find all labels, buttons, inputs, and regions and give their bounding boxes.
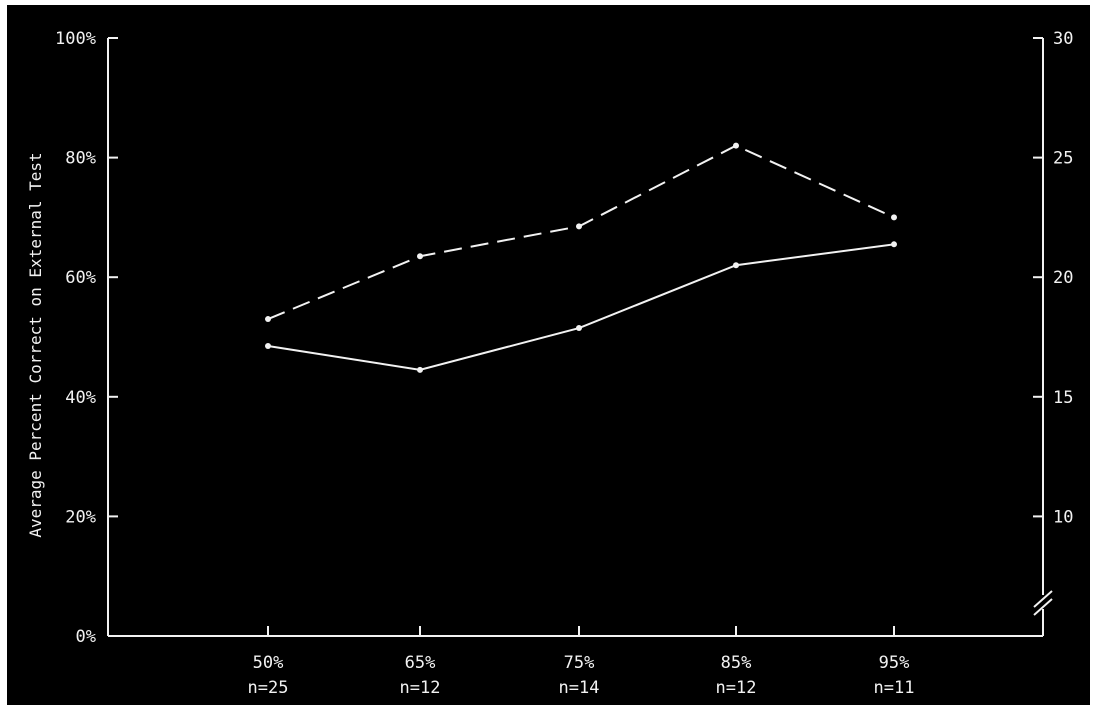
y2-tick-label: 30	[1053, 29, 1073, 49]
data-point	[891, 241, 897, 248]
data-point	[733, 142, 739, 149]
y-tick-label: 100%	[55, 29, 96, 49]
x-tick-label: 50%	[253, 653, 284, 673]
y2-tick-label: 10	[1053, 507, 1073, 527]
data-point	[265, 316, 271, 323]
line-chart: Average Percent Correct on External Test…	[26, 29, 1073, 698]
x-tick-label: 85%	[721, 653, 752, 673]
y-tick-label: 60%	[65, 268, 96, 288]
axis-break-mark	[1033, 598, 1053, 616]
y2-tick-label: 15	[1053, 388, 1073, 408]
axis-break-mark	[1033, 590, 1053, 608]
y-tick-label: 20%	[65, 507, 96, 527]
y-axis-label: Average Percent Correct on External Test	[26, 152, 45, 537]
x-tick-count-label: n=14	[559, 678, 600, 698]
data-point	[576, 325, 582, 332]
y2-tick-label: 25	[1053, 149, 1073, 169]
y-tick-label: 0%	[76, 627, 96, 647]
data-point	[265, 342, 271, 349]
data-point	[417, 366, 423, 373]
y-tick-label: 80%	[65, 149, 96, 169]
data-point	[733, 262, 739, 269]
x-tick-label: 75%	[564, 653, 595, 673]
y-tick-label: 40%	[65, 388, 96, 408]
x-tick-count-label: n=11	[874, 678, 915, 698]
series-solid-line	[267, 243, 895, 371]
data-point	[576, 223, 582, 230]
data-point	[417, 253, 423, 260]
x-tick-label: 95%	[879, 653, 910, 673]
chart-frame: Average Percent Correct on External Test…	[7, 5, 1090, 705]
series-dashed-line	[267, 144, 895, 320]
x-tick-count-label: n=12	[716, 678, 757, 698]
y2-tick-label: 20	[1053, 268, 1073, 288]
x-tick-count-label: n=25	[248, 678, 289, 698]
data-point	[891, 214, 897, 221]
x-tick-count-label: n=12	[400, 678, 441, 698]
x-tick-label: 65%	[405, 653, 436, 673]
